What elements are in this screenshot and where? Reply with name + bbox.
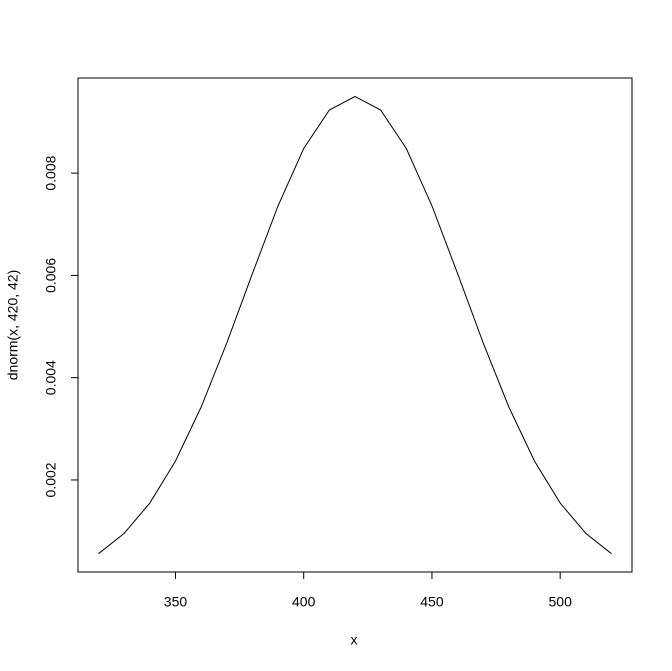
x-tick-label: 450 xyxy=(420,594,444,610)
x-axis-label: x xyxy=(351,632,358,648)
y-tick-label: 0.002 xyxy=(43,462,59,497)
plot-frame xyxy=(77,77,633,573)
x-tick-label: 350 xyxy=(164,594,188,610)
y-tick-label: 0.006 xyxy=(43,258,59,293)
x-tick-label: 500 xyxy=(549,594,573,610)
y-tick-label: 0.008 xyxy=(43,155,59,190)
line xyxy=(98,95,612,555)
x-tick-label: 400 xyxy=(292,594,316,610)
y-tick-label: 0.004 xyxy=(43,360,59,395)
y-axis-label: dnorm(x, 420, 42) xyxy=(5,270,21,381)
